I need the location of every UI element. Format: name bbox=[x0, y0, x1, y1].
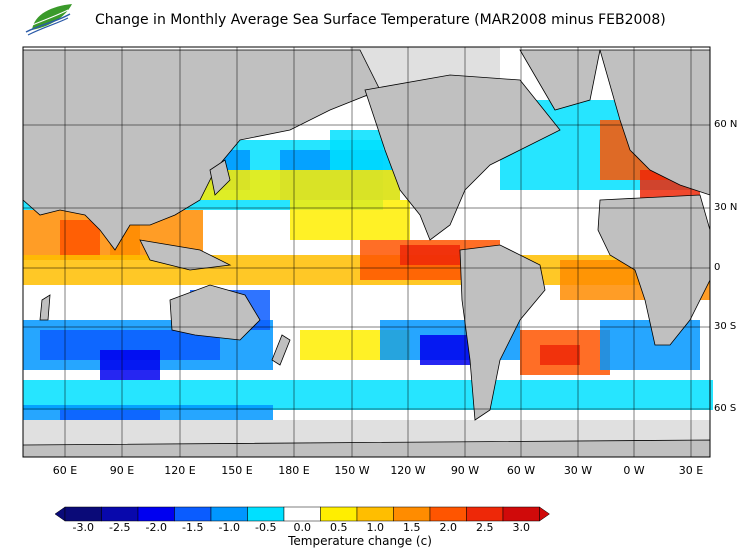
legend-arrow-left bbox=[55, 506, 66, 522]
legend-tick-label: 0.0 bbox=[293, 521, 312, 534]
land-masses bbox=[22, 49, 711, 458]
anomaly-patch bbox=[60, 220, 100, 260]
longitude-label: 90 E bbox=[109, 464, 135, 477]
legend-swatch bbox=[393, 506, 431, 522]
legend-swatch bbox=[247, 506, 285, 522]
latitude-label: 30 S bbox=[714, 321, 737, 332]
color-legend-bar bbox=[55, 506, 550, 522]
legend-tick-label: -1.0 bbox=[218, 521, 240, 534]
logo bbox=[22, 2, 77, 44]
longitude-label: 150 W bbox=[334, 464, 370, 477]
anomaly-patch bbox=[290, 200, 410, 240]
legend-tick-label: -2.5 bbox=[109, 521, 131, 534]
longitude-label: 60 W bbox=[506, 464, 536, 477]
longitude-label: 180 E bbox=[278, 464, 310, 477]
legend-arrow-right bbox=[539, 506, 550, 522]
legend-swatch bbox=[210, 506, 248, 522]
longitude-label: 120 W bbox=[390, 464, 426, 477]
legend-swatch bbox=[429, 506, 467, 522]
anomaly-patch bbox=[600, 320, 700, 370]
latitude-label: 60 N bbox=[714, 119, 738, 130]
longitude-label: 150 E bbox=[221, 464, 253, 477]
latitude-label: 0 bbox=[714, 262, 721, 273]
legend-tick-label: 1.0 bbox=[366, 521, 385, 534]
anomaly-patch bbox=[200, 170, 400, 200]
legend-swatch bbox=[64, 506, 102, 522]
legend-swatch bbox=[466, 506, 504, 522]
legend-swatch bbox=[283, 506, 321, 522]
legend-tick-label: 2.0 bbox=[439, 521, 458, 534]
legend-tick-label: -1.5 bbox=[182, 521, 204, 534]
land-madagascar bbox=[39, 294, 51, 321]
legend-tick-label: 1.5 bbox=[403, 521, 421, 534]
legend-swatch bbox=[137, 506, 175, 522]
legend-tick-label: -0.5 bbox=[255, 521, 277, 534]
legend-tick-label: 0.5 bbox=[330, 521, 348, 534]
land-africa bbox=[597, 194, 711, 346]
legend-swatch bbox=[356, 506, 394, 522]
anomaly-patch bbox=[540, 345, 580, 365]
legend-tick-label: -2.0 bbox=[145, 521, 167, 534]
land-eurasia bbox=[22, 49, 381, 251]
anomaly-patch bbox=[400, 245, 460, 265]
legend-swatch bbox=[320, 506, 358, 522]
land-australia bbox=[169, 284, 261, 341]
legend-swatch bbox=[502, 506, 540, 522]
land-new-zealand bbox=[271, 334, 291, 366]
land-indonesia bbox=[139, 239, 232, 271]
legend-swatch bbox=[101, 506, 139, 522]
legend-tick-label: -3.0 bbox=[72, 521, 94, 534]
longitude-label: 30 W bbox=[563, 464, 593, 477]
land-japan bbox=[209, 159, 231, 196]
longitude-label: 30 E bbox=[678, 464, 704, 477]
legend-swatch bbox=[174, 506, 212, 522]
land-greenland bbox=[519, 49, 601, 111]
map-title: Change in Monthly Average Sea Surface Te… bbox=[95, 12, 666, 28]
legend-tick-label: 3.0 bbox=[512, 521, 531, 534]
longitude-label: 120 E bbox=[164, 464, 196, 477]
latitude-label: 60 S bbox=[714, 403, 737, 414]
grid-lines bbox=[23, 47, 710, 457]
longitude-label: 0 W bbox=[623, 464, 645, 477]
longitude-label: 60 E bbox=[52, 464, 78, 477]
legend-title: Temperature change (c) bbox=[288, 534, 432, 548]
legend-tick-label: 2.5 bbox=[476, 521, 494, 534]
longitude-label: 90 W bbox=[450, 464, 480, 477]
anomaly-patch bbox=[100, 350, 160, 380]
land-south-america bbox=[459, 244, 546, 421]
latitude-label: 30 N bbox=[714, 202, 738, 213]
